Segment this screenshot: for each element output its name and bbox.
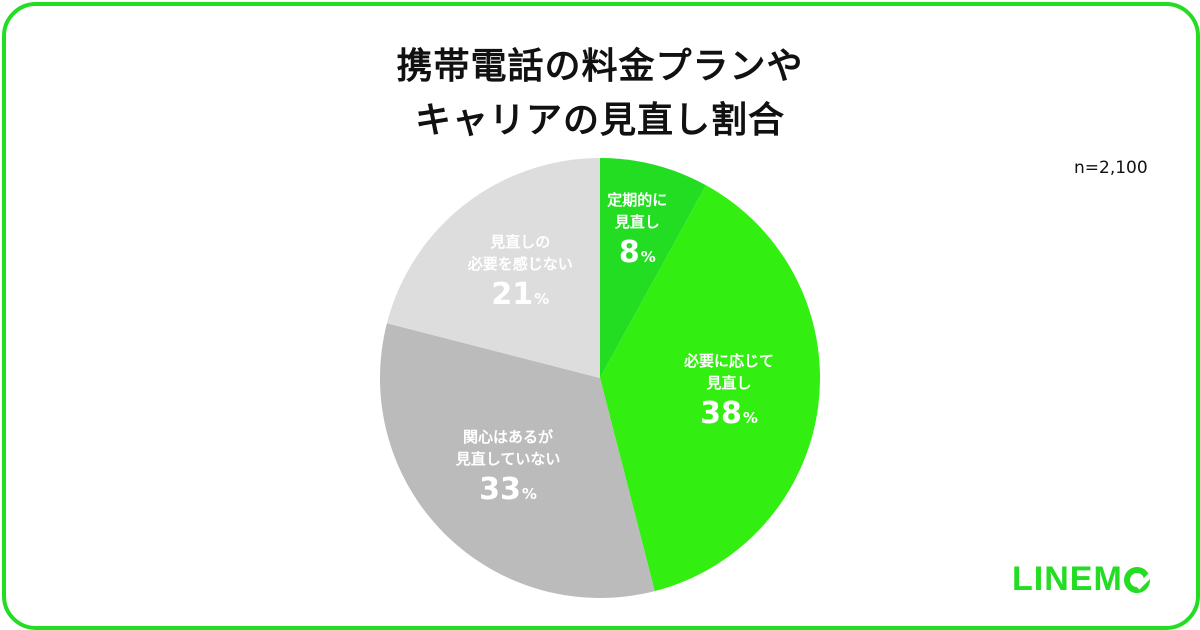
slice-percent-3: 33% [456, 470, 561, 514]
brand-text: LINEM [1012, 560, 1123, 598]
slice-percent-unit-2: % [742, 409, 758, 428]
slice-label-1: 定期的に見直し 8% [607, 189, 667, 277]
slice-percent-1: 8% [607, 233, 667, 277]
slice-label-4-line-2: 必要を感じない [467, 255, 573, 274]
pie-slice-4 [386, 158, 600, 378]
slice-percent-value-1: 8 [618, 234, 640, 270]
slice-label-2: 必要に応じて 見直し 38% [684, 350, 774, 438]
slice-label-3-line-1: 関心はあるが [463, 427, 554, 446]
slice-percent-unit-3: % [521, 484, 537, 503]
brand-o-mark-icon [1123, 567, 1150, 593]
slice-percent-value-3: 33 [479, 471, 521, 507]
brand-logo: LINEM [1012, 560, 1150, 599]
slice-label-2-line-2: 見直し [706, 374, 752, 393]
slice-percent-2: 38% [684, 394, 774, 438]
chart-title-line-2: キャリアの見直し割合 [414, 100, 785, 141]
pie-slice-3 [380, 323, 655, 598]
pie-slice-2 [600, 185, 821, 592]
slice-label-4: 見直しの 必要を感じない 21% [468, 231, 573, 319]
sample-size: n=2,100 [1074, 158, 1148, 178]
slice-label-1-line-2: 見直し [614, 212, 660, 231]
slice-label-2-line-1: 必要に応じて [683, 352, 774, 371]
slice-label-3-line-2: 見直していない [455, 449, 561, 468]
slice-percent-value-4: 21 [491, 277, 534, 313]
slice-percent-value-2: 38 [700, 396, 742, 432]
chart-title-line-1: 携帯電話の料金プランや [396, 46, 804, 87]
slice-percent-unit-1: % [640, 247, 656, 266]
pie-slice-1 [600, 158, 706, 378]
slice-percent-4: 21% [468, 275, 573, 319]
slice-label-3: 関心はあるが 見直していない 33% [456, 426, 561, 514]
slice-label-4-line-1: 見直しの [490, 233, 551, 252]
slice-percent-unit-4: % [534, 290, 550, 309]
chart-title: 携帯電話の料金プランや キャリアの見直し割合 [0, 40, 1200, 148]
slice-label-1-line-1: 定期的に [607, 190, 668, 209]
